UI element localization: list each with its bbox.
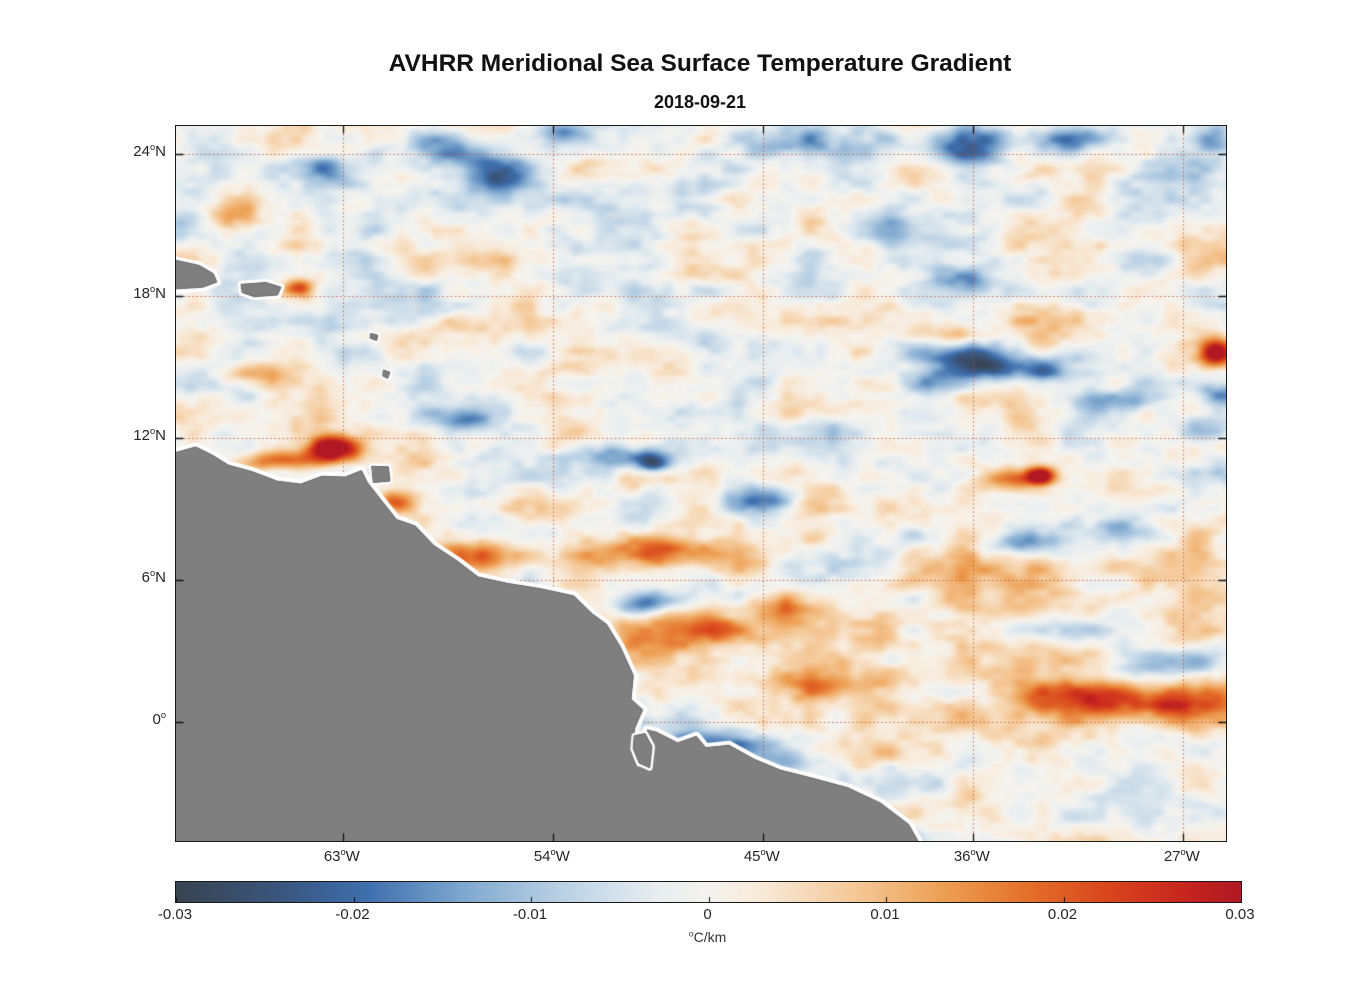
unit-text: C/km [693, 929, 727, 945]
y-tick-label: 24oN [133, 142, 166, 161]
colorbar-tick-label: -0.03 [157, 906, 193, 923]
colorbar-tick-label: 0.03 [1225, 906, 1255, 923]
heatmap-canvas [176, 126, 1226, 841]
x-tick-label: 45oW [743, 847, 780, 865]
colorbar-unit-label: oC/km [175, 929, 1240, 945]
y-tick-label: 0o [152, 709, 166, 728]
x-tick-label: 36oW [953, 847, 990, 865]
chart-title: AVHRR Meridional Sea Surface Temperature… [388, 50, 1012, 77]
colorbar-canvas [176, 882, 1241, 902]
degree-symbol: o [688, 928, 694, 939]
y-tick-label: 6oN [141, 567, 166, 586]
colorbar-tick-label: -0.01 [512, 906, 548, 923]
chart-date: 2018-09-21 [653, 92, 747, 112]
colorbar-tick-label: 0.02 [1047, 906, 1078, 923]
x-tick-label: 54oW [533, 847, 570, 865]
colorbar-tick-label: 0 [703, 906, 712, 923]
x-tick-label: 27oW [1163, 847, 1200, 865]
plot-area [175, 125, 1227, 842]
y-tick-label: 12oN [133, 426, 166, 444]
colorbar [175, 881, 1242, 903]
y-tick-label: 18oN [133, 284, 166, 303]
colorbar-tick-label: -0.02 [335, 906, 370, 923]
x-tick-label: 63oW [323, 847, 360, 865]
colorbar-tick-label: 0.01 [870, 906, 900, 923]
